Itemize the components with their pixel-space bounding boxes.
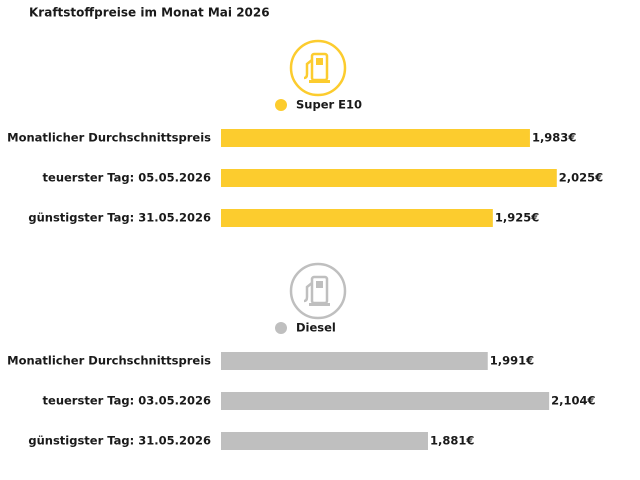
- category-label: günstigster Tag: 31.05.2026: [28, 211, 211, 225]
- value-label: 1,991€: [490, 354, 534, 368]
- bar: [221, 129, 530, 147]
- legend-label: Super E10: [296, 98, 362, 112]
- pump-base: [309, 303, 330, 306]
- pump-hose: [303, 59, 313, 80]
- value-label: 1,983€: [532, 131, 576, 145]
- bar: [221, 169, 557, 187]
- category-label: teuerster Tag: 03.05.2026: [43, 394, 211, 408]
- category-label: Monatlicher Durchschnittspreis: [7, 354, 211, 368]
- value-label: 1,925€: [495, 211, 539, 225]
- value-label: 1,881€: [430, 434, 474, 448]
- value-label: 2,025€: [559, 171, 603, 185]
- legend-marker: [275, 99, 287, 111]
- fuel-icon: [289, 39, 347, 97]
- legend-label: Diesel: [296, 321, 336, 335]
- pump-display: [316, 281, 323, 288]
- bar: [221, 209, 493, 227]
- bar: [221, 352, 488, 370]
- bar: [221, 392, 550, 410]
- category-label: Monatlicher Durchschnittspreis: [7, 131, 211, 145]
- icon-circle: [289, 39, 347, 97]
- pump-display: [316, 58, 323, 65]
- bar: [221, 432, 428, 450]
- category-label: teuerster Tag: 05.05.2026: [43, 171, 211, 185]
- category-label: günstigster Tag: 31.05.2026: [28, 434, 211, 448]
- fuel-icon: [289, 262, 347, 320]
- pump-body: [310, 52, 329, 82]
- pump-hose: [303, 282, 313, 303]
- pump-base: [309, 80, 330, 83]
- legend-marker: [275, 322, 287, 334]
- icon-circle: [289, 262, 347, 320]
- pump-body: [310, 275, 329, 305]
- chart-title: Kraftstoffpreise im Monat Mai 2026: [29, 6, 270, 20]
- value-label: 2,104€: [551, 394, 595, 408]
